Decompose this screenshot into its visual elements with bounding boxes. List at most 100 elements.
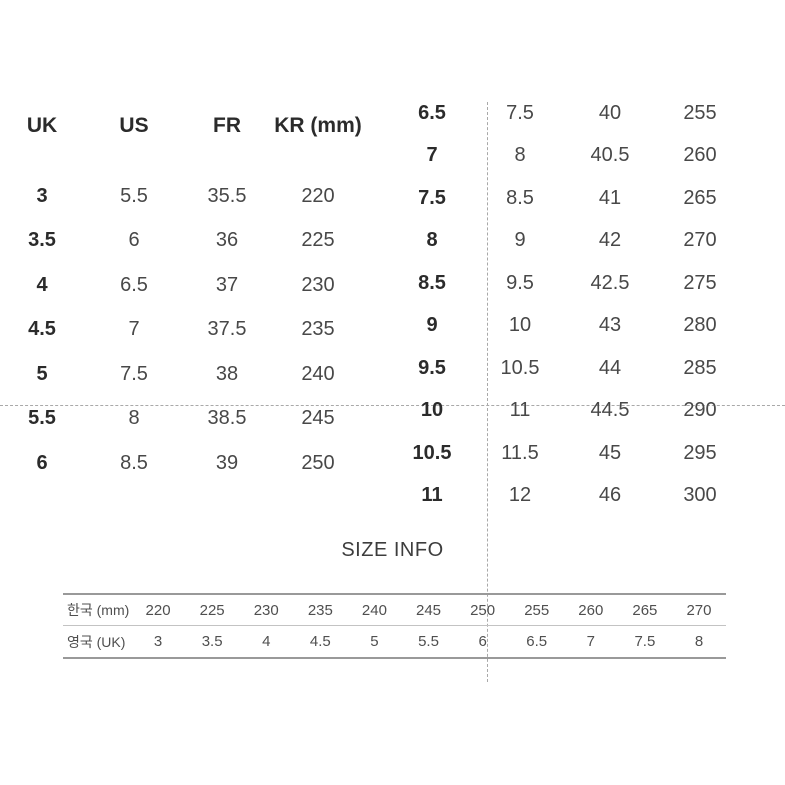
size-cell: 300 [683, 484, 717, 507]
size-cell: 7.5 [634, 633, 656, 650]
size-cell: 8 [426, 229, 438, 252]
size-cell: 39 [215, 451, 239, 474]
table-row: 3.5 6 36 225 [0, 219, 366, 264]
size-cell: 4.5 [309, 633, 331, 650]
size-cell: 265 [632, 601, 658, 619]
size-cell: 225 [301, 229, 335, 252]
size-cell: 11 [421, 484, 443, 507]
size-cell: 6.5 [120, 273, 148, 296]
table-row: 10.5 11.5 45 295 [392, 432, 748, 475]
size-cell: 4.5 [28, 318, 56, 341]
size-cell: 3 [36, 184, 48, 207]
size-cell: 9 [514, 229, 526, 252]
size-cell: 8 [128, 407, 140, 430]
size-cell: 37.5 [207, 318, 247, 341]
size-cell: 235 [307, 601, 333, 619]
size-cell: 9.5 [418, 356, 446, 379]
table-row: 7.5 8.5 41 265 [392, 177, 748, 220]
size-cell: 255 [683, 101, 717, 124]
size-cell: 7 [426, 144, 438, 167]
size-cell: 8 [694, 633, 704, 650]
size-cell: 11.5 [501, 441, 539, 464]
size-cell: 5 [36, 362, 48, 385]
size-chart-left: UK US FR KR (mm) 3 5.5 35.5 220 3.5 6 36 225 4 6.5 37… [0, 104, 366, 486]
size-cell: 38.5 [207, 407, 247, 430]
size-cell: 3.5 [201, 633, 223, 650]
size-cell: 290 [683, 399, 717, 422]
size-cell: 10 [508, 314, 532, 337]
size-cell: 9.5 [506, 271, 534, 294]
vertical-guide-line [487, 102, 488, 682]
size-cell: 9 [426, 314, 438, 337]
size-cell: 245 [416, 601, 442, 619]
size-cell: 4 [36, 273, 48, 296]
size-cell: 250 [470, 601, 496, 619]
column-header: US [119, 114, 149, 137]
row-label: 한국 (mm) [67, 602, 130, 618]
size-info-title: SIZE INFO [341, 539, 444, 561]
table-row: 4 6.5 37 230 [0, 263, 366, 308]
size-cell: 5 [370, 633, 379, 650]
size-cell: 270 [683, 229, 717, 252]
table-row: 3 5.5 35.5 220 [0, 174, 366, 219]
size-cell: 6 [36, 451, 48, 474]
size-cell: 42 [598, 229, 622, 252]
table-row: 6 8.5 39 250 [0, 441, 366, 486]
table-row: 4.5 7 37.5 235 [0, 308, 366, 353]
size-cell: 40 [598, 101, 622, 124]
size-cell: 38 [215, 362, 239, 385]
size-cell: 230 [253, 601, 279, 619]
size-cell: 280 [683, 314, 717, 337]
size-cell: 260 [683, 144, 717, 167]
size-chart-right: 6.5 7.5 40 255 7 8 40.5 260 7.5 8.5 41 265 8 9 42 270 8.… [392, 92, 748, 517]
size-cell: 295 [683, 441, 717, 464]
table-row: 5.5 8 38.5 245 [0, 397, 366, 442]
size-cell: 265 [683, 186, 717, 209]
size-cell: 230 [301, 273, 335, 296]
size-cell: 270 [686, 601, 712, 619]
size-cell: 5.5 [418, 633, 439, 650]
size-cell: 6 [128, 229, 140, 252]
size-cell: 40.5 [590, 144, 630, 167]
size-cell: 35.5 [207, 184, 247, 207]
size-cell: 220 [301, 184, 335, 207]
size-cell: 220 [145, 601, 171, 619]
table-row: 5 7.5 38 240 [0, 352, 366, 397]
size-cell: 8 [514, 144, 526, 167]
size-cell: 8.5 [506, 186, 534, 209]
size-cell: 4 [262, 633, 271, 650]
size-cell: 6.5 [526, 633, 548, 650]
size-cell: 235 [301, 318, 335, 341]
size-cell: 3 [153, 633, 163, 650]
horizontal-guide-line [0, 405, 785, 406]
size-cell: 44 [598, 356, 622, 379]
size-cell: 250 [301, 451, 335, 474]
size-cell: 45 [598, 441, 622, 464]
size-cell: 5.5 [120, 184, 148, 207]
size-cell: 44.5 [590, 399, 630, 422]
size-cell: 6.5 [418, 101, 446, 124]
size-cell: 12 [508, 484, 532, 507]
table-row: 9 10 43 280 [392, 305, 748, 348]
size-cell: 7.5 [120, 362, 148, 385]
size-cell: 8.5 [120, 451, 148, 474]
size-cell: 43 [598, 314, 622, 337]
size-cell: 3.5 [28, 229, 56, 252]
size-cell: 7 [586, 633, 595, 650]
column-header: UK [26, 114, 58, 137]
size-cell: 10.5 [500, 356, 540, 379]
table-row: 한국 (mm) 220 225 230 235 240 245 250 255 260 265 270 [63, 595, 726, 626]
size-cell: 240 [361, 601, 387, 619]
size-cell: 6 [478, 633, 487, 650]
size-cell: 5.5 [28, 407, 56, 430]
size-cell: 37 [215, 273, 239, 296]
size-cell: 260 [578, 601, 604, 619]
size-cell: 285 [683, 356, 717, 379]
size-cell: 240 [301, 362, 335, 385]
size-chart-header-row: UK US FR KR (mm) [0, 104, 366, 148]
table-row: 영국 (UK) 3 3.5 4 4.5 5 5.5 6 6.5 7 7.5 8 [63, 626, 726, 657]
size-chart-left-rows: 3 5.5 35.5 220 3.5 6 36 225 4 6.5 37 230 4.5 7 37.5 235… [0, 174, 366, 486]
size-cell: 255 [524, 601, 550, 619]
size-cell: 10 [420, 399, 444, 422]
